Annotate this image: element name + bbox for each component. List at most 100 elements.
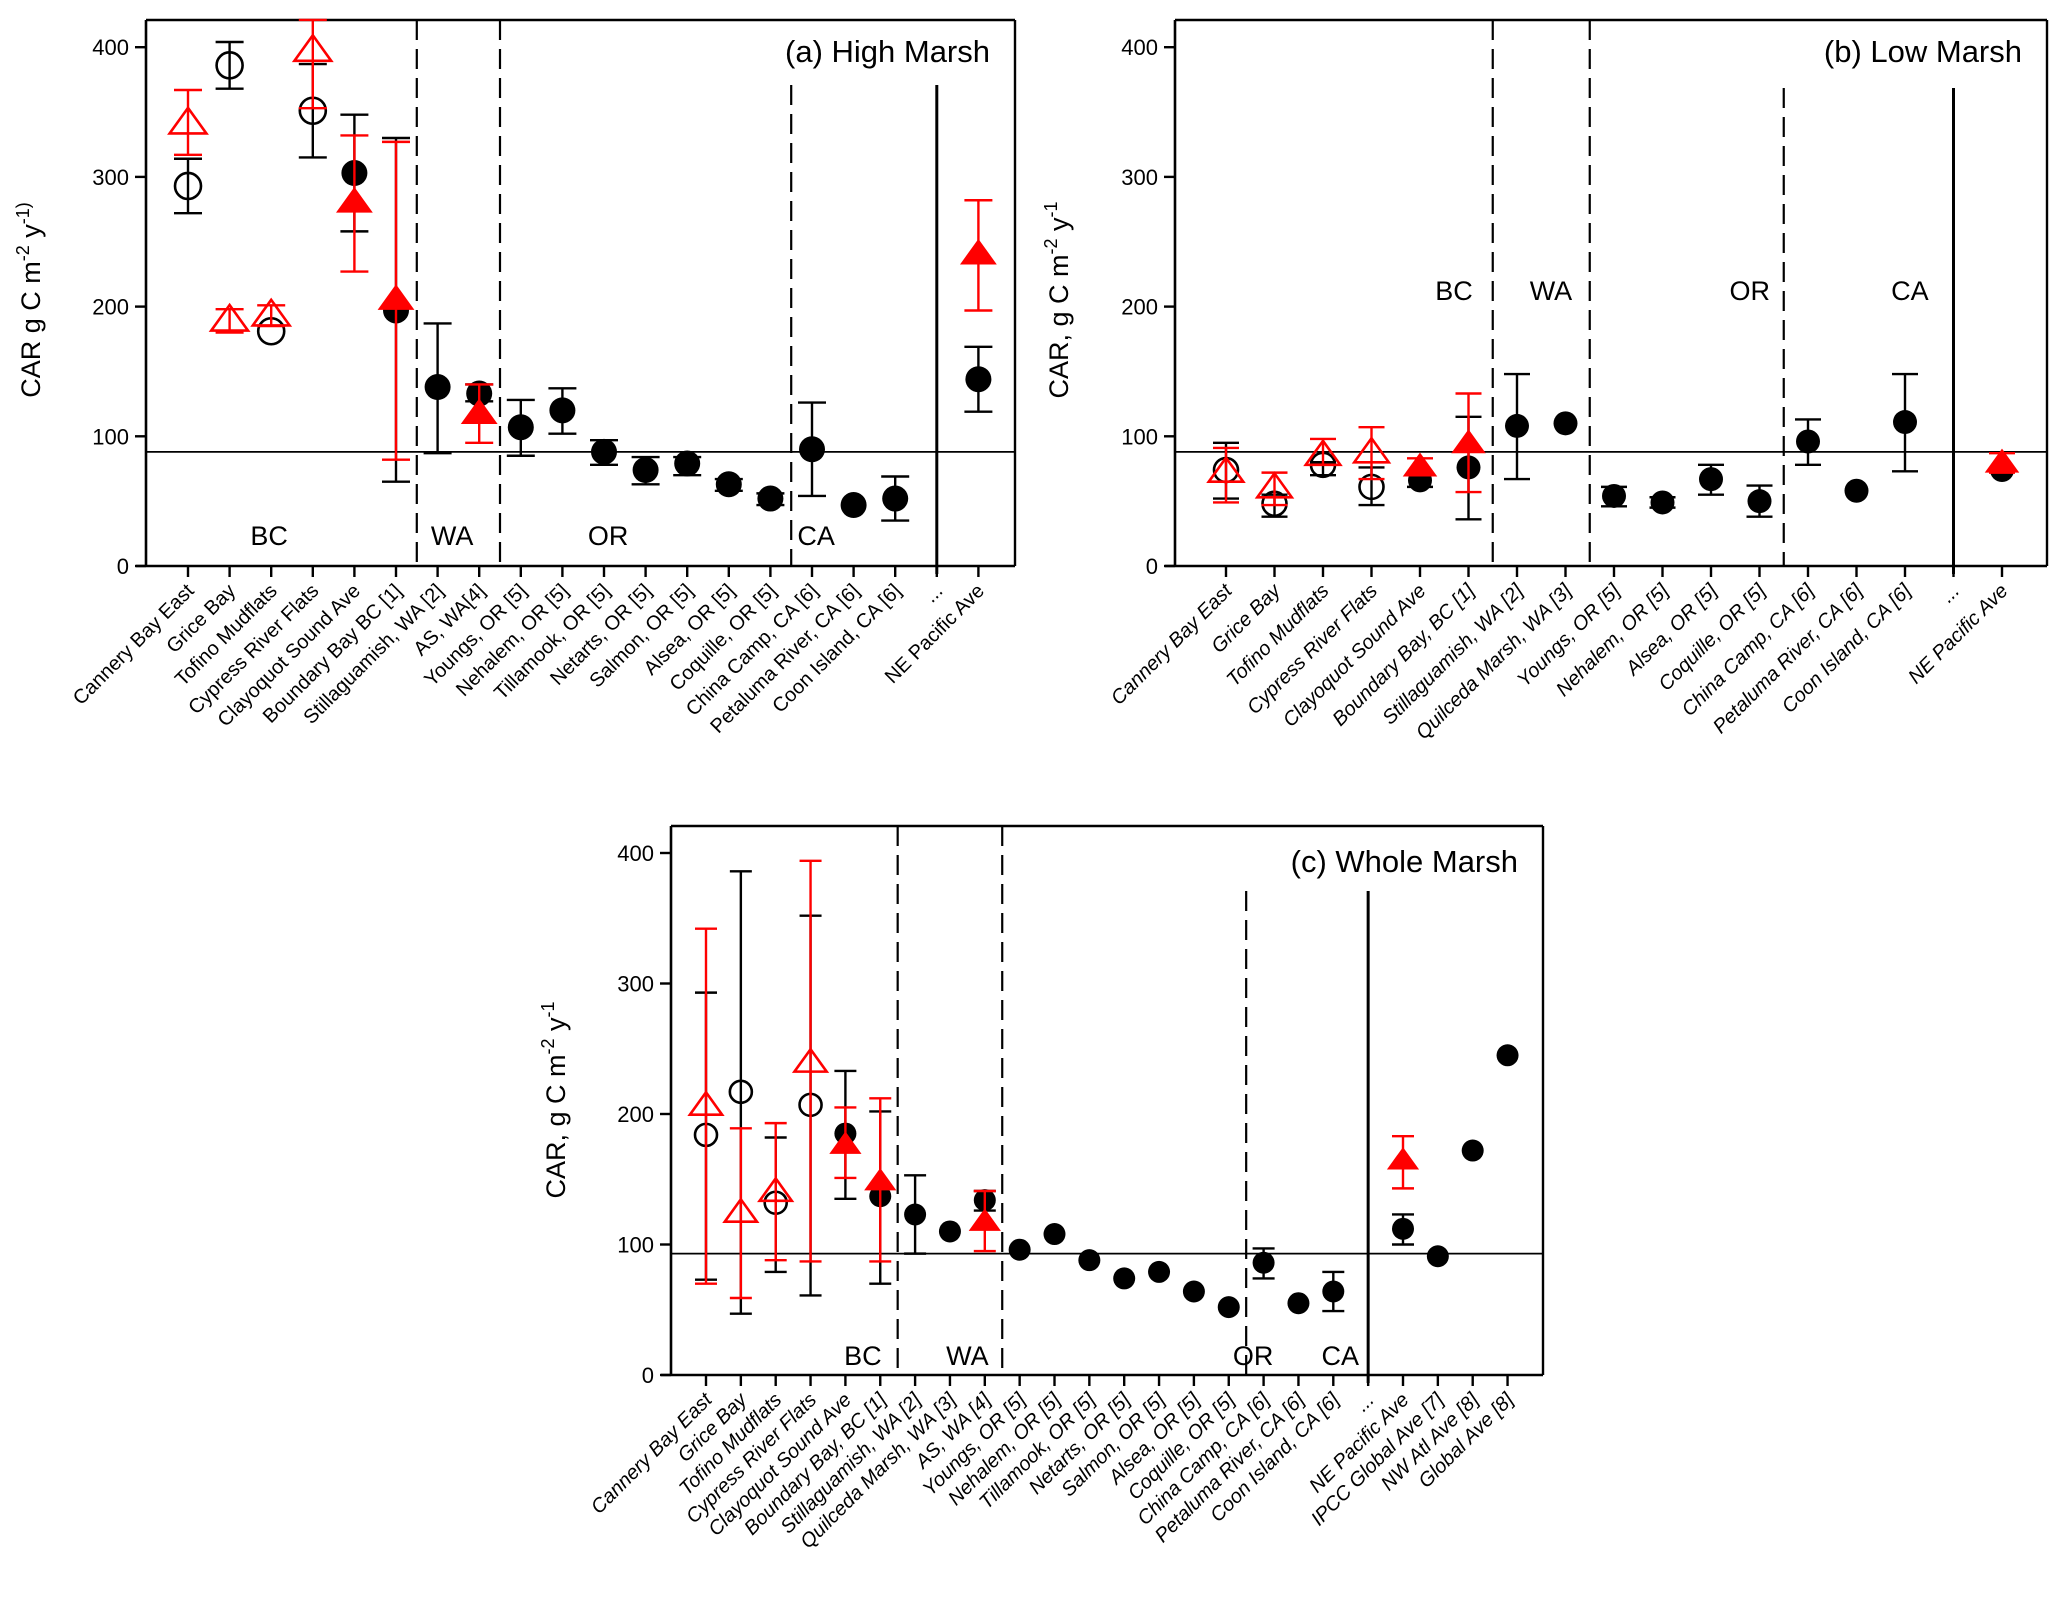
data-point-filled-circle	[1322, 1280, 1345, 1303]
y-axis-label-part: -1	[538, 1001, 558, 1017]
category-label: ...	[1937, 580, 1964, 607]
y-axis-label-part: -1	[1041, 201, 1061, 217]
error-bar	[174, 88, 202, 157]
data-point-filled-circle	[1496, 1044, 1519, 1067]
region-label-wa: WA	[431, 521, 474, 551]
data-point-filled-triangle	[1984, 448, 2020, 473]
data-point-filled-triangle	[377, 284, 415, 310]
data-point-filled-triangle	[968, 1208, 1001, 1231]
data-point-open-circle	[173, 171, 203, 201]
data-point-filled-circle	[1602, 483, 1626, 508]
series-filled-triangle-red	[336, 134, 997, 461]
data-point-filled-triangle	[1386, 1147, 1420, 1170]
data-point-filled-circle	[591, 438, 617, 465]
data-point-filled-triangle	[829, 1131, 862, 1154]
data-point-filled-circle	[1426, 1245, 1449, 1268]
y-axis-label-part: y	[1044, 217, 1074, 239]
data-point-filled-circle	[1650, 490, 1675, 515]
data-point-filled-circle	[882, 485, 909, 512]
data-point-open-triangle	[250, 297, 293, 327]
data-point-filled-circle	[1392, 1217, 1414, 1240]
y-tick-label: 200	[617, 1102, 654, 1127]
data-point-filled-circle	[674, 450, 701, 477]
data-point-open-triangle	[291, 32, 334, 63]
y-tick-label: 100	[1121, 424, 1158, 449]
y-tick-label: 0	[117, 554, 129, 579]
y-tick-label: 200	[92, 295, 129, 320]
data-point-filled-triangle	[1451, 429, 1486, 454]
series-filled-circle-black	[340, 113, 993, 522]
series-open-circle-black	[173, 40, 328, 346]
data-point-filled-triangle	[336, 186, 373, 213]
data-point-open-triangle	[1254, 471, 1295, 499]
region-label-ca: CA	[1322, 1341, 1360, 1371]
data-point-filled-circle	[904, 1203, 927, 1226]
data-point-filled-circle	[938, 1220, 961, 1243]
region-label-or: OR	[1233, 1341, 1274, 1371]
data-point-open-circle	[215, 51, 244, 80]
y-axis-label-part: CAR g C m	[16, 261, 46, 398]
data-point-filled-circle	[507, 414, 534, 441]
y-axis-label-part: -2	[538, 1038, 558, 1054]
data-point-filled-triangle	[1402, 452, 1438, 477]
y-tick-label: 200	[1121, 295, 1158, 320]
error-bar	[764, 1121, 787, 1262]
data-point-filled-circle	[1252, 1251, 1275, 1274]
y-axis-label-part: -2	[13, 245, 33, 261]
data-point-filled-triangle	[864, 1167, 897, 1191]
y-axis-label-part: CAR, g C m	[541, 1055, 571, 1199]
series-open-triangle-red	[167, 18, 334, 334]
error-bar	[215, 307, 244, 334]
data-point-filled-triangle	[460, 398, 498, 424]
data-point-filled-circle	[965, 366, 992, 393]
error-bar	[174, 157, 202, 215]
data-point-filled-circle	[1796, 429, 1820, 454]
y-tick-label: 0	[642, 1363, 654, 1388]
y-axis-label-part: y	[16, 224, 46, 246]
y-tick-label: 0	[1146, 554, 1158, 579]
y-axis-label: CAR, g C m-2 y-1	[1041, 201, 1074, 398]
data-point-open-triangle	[722, 1197, 760, 1223]
panel-title: (a) High Marsh	[785, 34, 990, 69]
data-point-open-triangle	[1351, 436, 1392, 464]
data-point-open-triangle	[687, 1090, 725, 1116]
data-point-open-triangle	[1206, 455, 1246, 484]
y-tick-label: 100	[92, 424, 129, 449]
data-point-filled-circle	[1043, 1223, 1066, 1246]
y-tick-label: 400	[1121, 35, 1158, 60]
series-filled-triangle-red	[829, 1097, 1420, 1263]
data-point-filled-circle	[1148, 1260, 1171, 1283]
y-tick-label: 400	[92, 35, 129, 60]
y-tick-label: 400	[617, 841, 654, 866]
series-open-triangle-red	[1206, 426, 1392, 507]
y-axis-label: CAR, g C m-2 y-1	[538, 1001, 571, 1198]
y-tick-label: 300	[617, 972, 654, 997]
data-point-filled-circle	[1505, 413, 1529, 438]
data-point-filled-circle	[840, 492, 867, 519]
region-label-ca: CA	[1891, 276, 1929, 306]
data-point-filled-circle	[424, 374, 451, 401]
region-label-bc: BC	[1435, 276, 1473, 306]
data-point-filled-circle	[799, 436, 825, 463]
series-filled-triangle-red	[1402, 392, 2020, 494]
y-tick-label: 100	[617, 1233, 654, 1258]
data-point-open-triangle	[1303, 438, 1343, 467]
y-tick-label: 300	[1121, 165, 1158, 190]
data-point-filled-triangle	[960, 238, 997, 265]
data-point-open-triangle	[791, 1046, 830, 1073]
data-point-filled-circle	[1553, 411, 1578, 436]
y-axis-label-part: y	[541, 1017, 571, 1039]
region-label-bc: BC	[250, 521, 288, 551]
data-point-filled-circle	[1893, 410, 1917, 435]
error-bar	[1261, 471, 1288, 507]
error-bar	[215, 40, 244, 90]
data-point-filled-circle	[1461, 1139, 1484, 1162]
data-point-filled-circle	[1844, 478, 1869, 503]
data-point-open-triangle	[757, 1176, 795, 1203]
data-point-filled-circle	[1747, 489, 1772, 514]
series-open-circle-black	[693, 870, 823, 1315]
region-label-ca: CA	[797, 521, 835, 551]
